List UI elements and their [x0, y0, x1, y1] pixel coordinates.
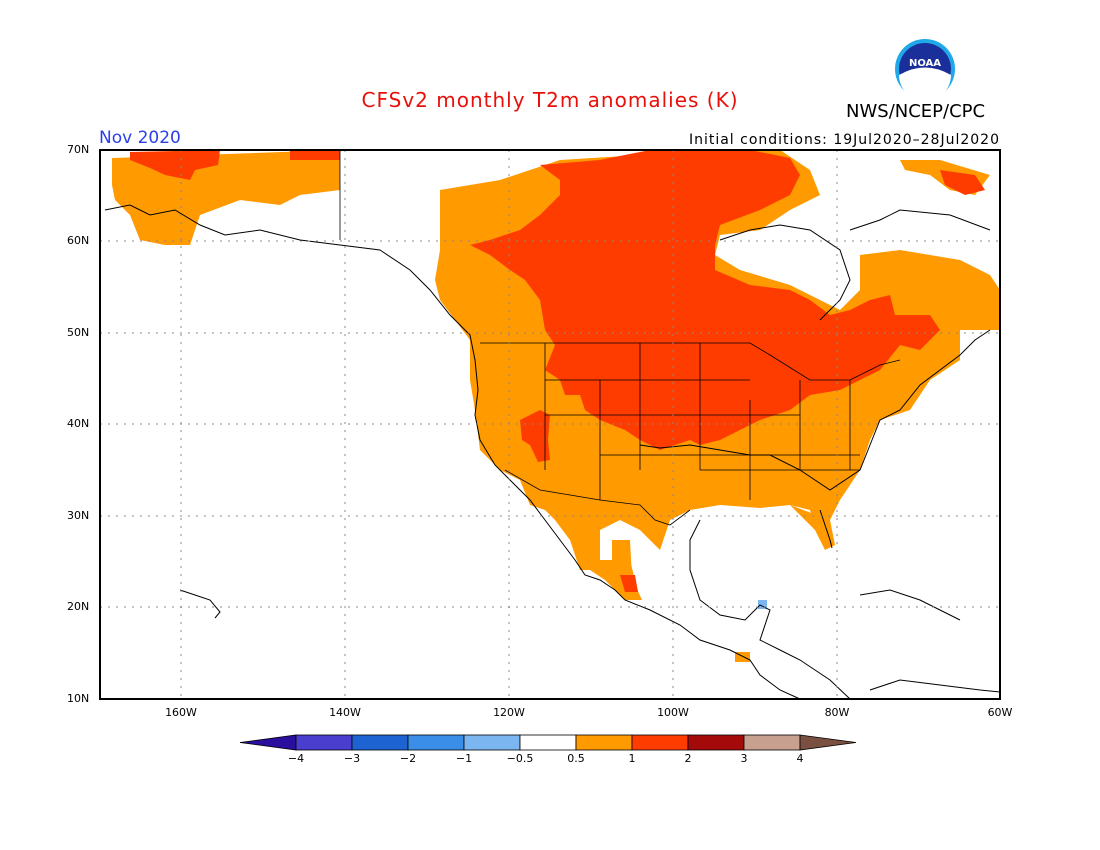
noaa-logo: NOAA	[895, 39, 955, 101]
colorbar-swatch	[519, 734, 577, 751]
lat-label-60n: 60N	[67, 234, 90, 247]
colorbar-swatch	[575, 734, 633, 751]
colorbar-label: −0.5	[506, 752, 534, 765]
anomaly-red-regions	[130, 150, 985, 592]
colorbar-label: 2	[684, 752, 692, 765]
colorbar-label: −4	[287, 752, 305, 765]
colorbar-label: −3	[343, 752, 361, 765]
anomaly-blue-regions	[758, 600, 767, 609]
colorbar	[239, 734, 857, 751]
lon-label-100w: 100W	[657, 706, 689, 719]
month-label: Nov 2020	[99, 128, 181, 148]
lat-label-30n: 30N	[67, 509, 90, 522]
colorbar-swatch	[351, 734, 409, 751]
colorbar-swatch	[743, 734, 801, 751]
noaa-logo-text: NOAA	[909, 58, 941, 69]
lat-label-70n: 70N	[67, 143, 90, 156]
colorbar-swatch	[687, 734, 745, 751]
agency-label: NWS/NCEP/CPC	[846, 101, 986, 122]
colorbar-arrow-high	[799, 734, 857, 751]
lon-label-60w: 60W	[987, 706, 1013, 719]
lat-label-40n: 40N	[67, 417, 90, 430]
map-frame	[99, 149, 1001, 700]
colorbar-label: 0.5	[567, 752, 585, 765]
graticule	[100, 150, 1000, 699]
map-plot	[99, 149, 1001, 700]
colorbar-swatch	[407, 734, 465, 751]
colorbar-swatch	[463, 734, 521, 751]
lon-label-140w: 140W	[329, 706, 361, 719]
colorbar-label: 4	[796, 752, 804, 765]
colorbar-label: 1	[628, 752, 636, 765]
political-borders	[339, 150, 901, 526]
lon-label-160w: 160W	[165, 706, 197, 719]
lon-label-120w: 120W	[493, 706, 525, 719]
lat-label-20n: 20N	[67, 600, 90, 613]
colorbar-swatch	[631, 734, 689, 751]
colorbar-swatch	[295, 734, 353, 751]
initial-conditions: Initial conditions: 19Jul2020–28Jul2020	[688, 132, 1000, 148]
colorbar-label: 3	[740, 752, 748, 765]
lat-label-10n: 10N	[67, 692, 90, 705]
lat-label-50n: 50N	[67, 326, 90, 339]
colorbar-label: −1	[455, 752, 473, 765]
lon-label-80w: 80W	[824, 706, 850, 719]
colorbar-arrow-low	[239, 734, 297, 751]
map-title: CFSv2 monthly T2m anomalies (K)	[361, 88, 739, 112]
coastlines	[104, 204, 1001, 700]
colorbar-label: −2	[399, 752, 417, 765]
